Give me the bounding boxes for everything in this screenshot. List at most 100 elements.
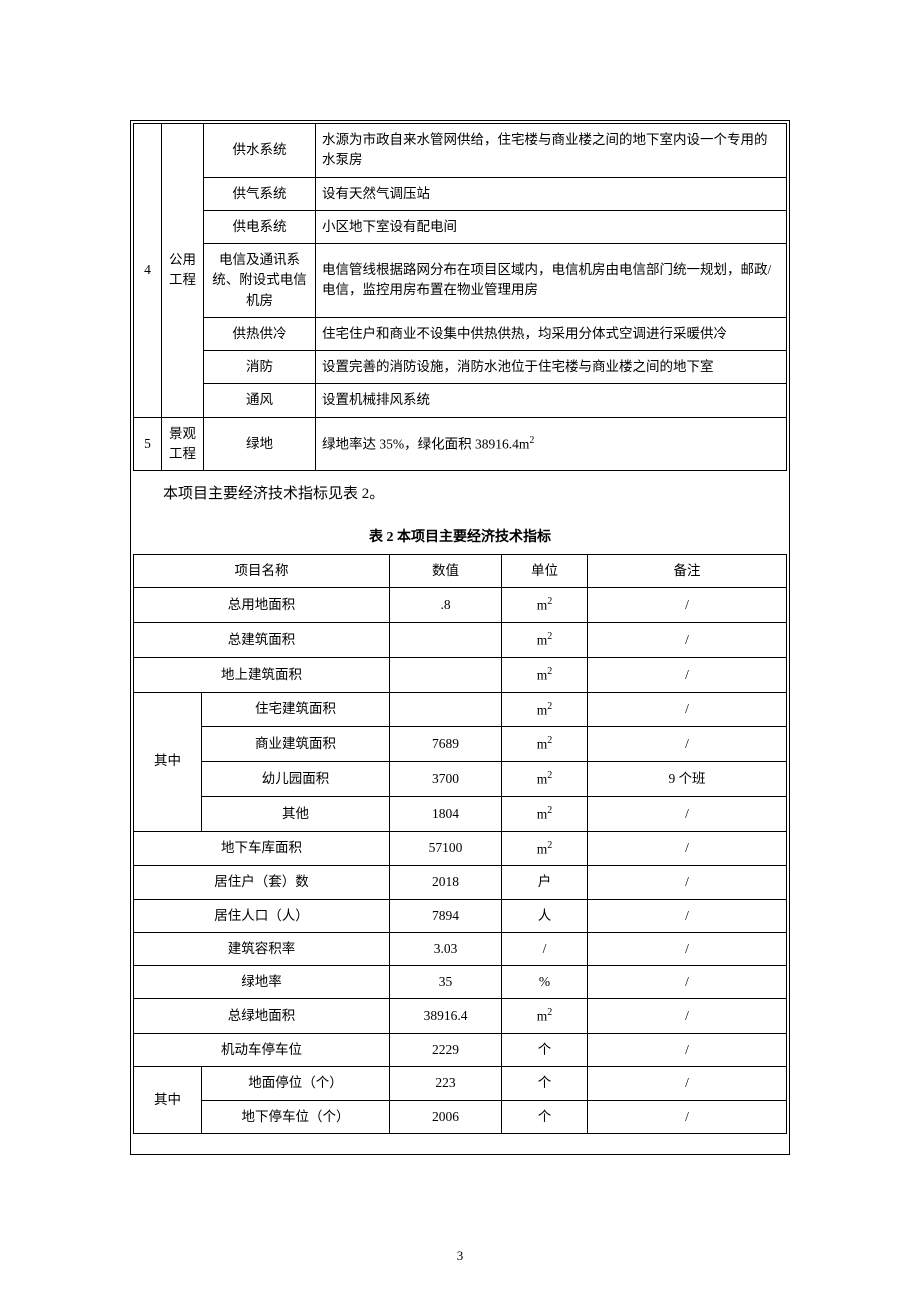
cell-value: 7689 <box>390 727 502 762</box>
cell-unit: m2 <box>502 727 588 762</box>
cell-name: 居住人口（人） <box>134 899 390 932</box>
cell-unit: m2 <box>502 588 588 623</box>
row-desc: 绿地率达 35%，绿化面积 38916.4m2 <box>316 417 787 471</box>
table-row: 居住人口（人） 7894 人 / <box>134 899 787 932</box>
cell-note: / <box>588 932 787 965</box>
cell-note: / <box>588 588 787 623</box>
cell-value: 2006 <box>390 1100 502 1133</box>
table-row: 其中 地面停位（个） 223 个 / <box>134 1067 787 1100</box>
table-row: 总用地面积 .8 m2 / <box>134 588 787 623</box>
table-row: 居住户（套）数 2018 户 / <box>134 866 787 899</box>
cell-note: / <box>588 999 787 1034</box>
table-row: 地下车库面积 57100 m2 / <box>134 831 787 866</box>
cell-value <box>390 692 502 727</box>
cell-name: 地下车库面积 <box>134 831 390 866</box>
row-desc: 电信管线根据路网分布在项目区域内，电信机房由电信部门统一规划，邮政/电信，监控用… <box>316 244 787 318</box>
table-row: 其他 1804 m2 / <box>134 796 787 831</box>
cell-name: 幼儿园面积 <box>202 762 390 797</box>
cell-unit: 个 <box>502 1034 588 1067</box>
cell-value: 2229 <box>390 1034 502 1067</box>
table-indicators: 项目名称 数值 单位 备注 总用地面积 .8 m2 / 总建筑面积 <box>133 554 787 1134</box>
cell-note: / <box>588 966 787 999</box>
header-unit: 单位 <box>502 555 588 588</box>
row-desc: 小区地下室设有配电间 <box>316 210 787 243</box>
cell-unit: m2 <box>502 796 588 831</box>
cell-name: 绿地率 <box>134 966 390 999</box>
cell-name: 建筑容积率 <box>134 932 390 965</box>
page-number: 3 <box>0 1248 920 1264</box>
table-row: 建筑容积率 3.03 / / <box>134 932 787 965</box>
table-row: 5 景观工程 绿地 绿地率达 35%，绿化面积 38916.4m2 <box>134 417 787 471</box>
row-item: 供热供冷 <box>204 317 316 350</box>
cell-unit: 个 <box>502 1100 588 1133</box>
table2-caption: 表 2 本项目主要经济技术指标 <box>133 526 787 546</box>
cell-name: 地面停位（个） <box>202 1067 390 1100</box>
cell-name: 机动车停车位 <box>134 1034 390 1067</box>
cell-unit: m2 <box>502 623 588 658</box>
cell-unit: m2 <box>502 692 588 727</box>
row-desc: 设置机械排风系统 <box>316 384 787 417</box>
table-row: 总建筑面积 m2 / <box>134 623 787 658</box>
table-row: 通风 设置机械排风系统 <box>134 384 787 417</box>
row-item: 供水系统 <box>204 124 316 178</box>
cell-name: 其他 <box>202 796 390 831</box>
row-item: 供电系统 <box>204 210 316 243</box>
cell-note: / <box>588 1034 787 1067</box>
cell-unit: m2 <box>502 831 588 866</box>
intro-text: 本项目主要经济技术指标见表 2。 <box>133 481 787 508</box>
table-row: 总绿地面积 38916.4 m2 / <box>134 999 787 1034</box>
table-row: 机动车停车位 2229 个 / <box>134 1034 787 1067</box>
cell-unit: m2 <box>502 999 588 1034</box>
table-row: 绿地率 35 % / <box>134 966 787 999</box>
row-item: 供气系统 <box>204 177 316 210</box>
cell-value: 7894 <box>390 899 502 932</box>
cell-unit: 个 <box>502 1067 588 1100</box>
table-row: 其中 住宅建筑面积 m2 / <box>134 692 787 727</box>
cell-value <box>390 657 502 692</box>
header-name: 项目名称 <box>134 555 390 588</box>
table-row: 地上建筑面积 m2 / <box>134 657 787 692</box>
cell-note: / <box>588 866 787 899</box>
cell-note: 9 个班 <box>588 762 787 797</box>
cell-name: 住宅建筑面积 <box>202 692 390 727</box>
row-num: 5 <box>134 417 162 471</box>
cell-value: 35 <box>390 966 502 999</box>
cell-note: / <box>588 899 787 932</box>
cell-note: / <box>588 796 787 831</box>
table-row: 消防 设置完善的消防设施，消防水池位于住宅楼与商业楼之间的地下室 <box>134 351 787 384</box>
cell-value: 38916.4 <box>390 999 502 1034</box>
table-row: 供电系统 小区地下室设有配电间 <box>134 210 787 243</box>
cell-note: / <box>588 1100 787 1133</box>
cell-note: / <box>588 623 787 658</box>
cell-unit: 人 <box>502 899 588 932</box>
row-num: 4 <box>134 124 162 418</box>
cell-value <box>390 623 502 658</box>
table-row: 幼儿园面积 3700 m2 9 个班 <box>134 762 787 797</box>
row-desc: 设置完善的消防设施，消防水池位于住宅楼与商业楼之间的地下室 <box>316 351 787 384</box>
cell-unit: 户 <box>502 866 588 899</box>
cell-unit: m2 <box>502 762 588 797</box>
table-row: 4 公用工程 供水系统 水源为市政自来水管网供给，住宅楼与商业楼之间的地下室内设… <box>134 124 787 178</box>
table-utilities: 4 公用工程 供水系统 水源为市政自来水管网供给，住宅楼与商业楼之间的地下室内设… <box>133 123 787 471</box>
cell-name: 总建筑面积 <box>134 623 390 658</box>
table-row: 供气系统 设有天然气调压站 <box>134 177 787 210</box>
header-note: 备注 <box>588 555 787 588</box>
cell-name: 总绿地面积 <box>134 999 390 1034</box>
table-row: 供热供冷 住宅住户和商业不设集中供热供热，均采用分体式空调进行采暖供冷 <box>134 317 787 350</box>
cell-name: 地上建筑面积 <box>134 657 390 692</box>
cell-value: 3.03 <box>390 932 502 965</box>
cell-name: 商业建筑面积 <box>202 727 390 762</box>
row-category: 景观工程 <box>162 417 204 471</box>
cell-value: 2018 <box>390 866 502 899</box>
cell-value: 1804 <box>390 796 502 831</box>
row-item: 电信及通讯系统、附设式电信机房 <box>204 244 316 318</box>
sub-label: 其中 <box>134 1067 202 1134</box>
cell-name: 地下停车位（个） <box>202 1100 390 1133</box>
cell-value: 3700 <box>390 762 502 797</box>
header-value: 数值 <box>390 555 502 588</box>
row-desc: 住宅住户和商业不设集中供热供热，均采用分体式空调进行采暖供冷 <box>316 317 787 350</box>
row-category: 公用工程 <box>162 124 204 418</box>
cell-unit: m2 <box>502 657 588 692</box>
cell-name: 居住户（套）数 <box>134 866 390 899</box>
cell-note: / <box>588 692 787 727</box>
